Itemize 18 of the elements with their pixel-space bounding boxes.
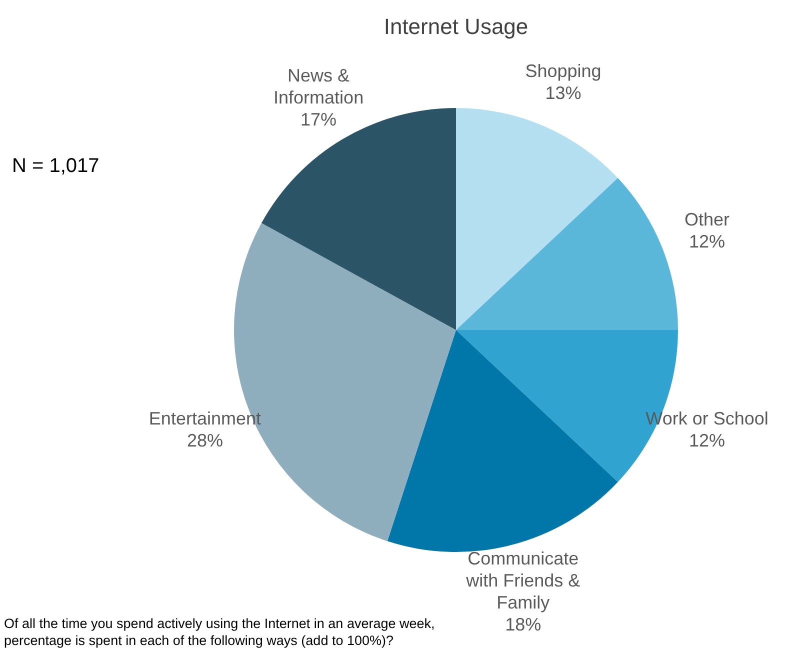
- text: N = 1,017: [12, 155, 100, 177]
- pie-slice: [387, 330, 618, 552]
- pie-slice: [456, 178, 678, 330]
- text: percentage is spent in each of the following ways (add to 100%)?: [4, 633, 394, 648]
- data-label: 13%: [545, 83, 582, 104]
- slice-label: Communicate with Friends & Family: [465, 548, 580, 613]
- pie-slice: [261, 108, 456, 330]
- slice-label: Shopping: [525, 61, 602, 82]
- data-label: 18%: [505, 614, 542, 635]
- slice-label: News & Information: [274, 66, 364, 108]
- pie-slice: [456, 108, 618, 330]
- slice-label: Other: [684, 210, 730, 230]
- data-label: 17%: [300, 110, 337, 130]
- chart-title: Internet Usage: [384, 14, 528, 39]
- data-label: 28%: [186, 430, 223, 450]
- data-label: 12%: [689, 430, 726, 450]
- data-label: 12%: [689, 232, 726, 252]
- text: Of all the time you spend actively using the Internet in an average week,: [4, 616, 435, 631]
